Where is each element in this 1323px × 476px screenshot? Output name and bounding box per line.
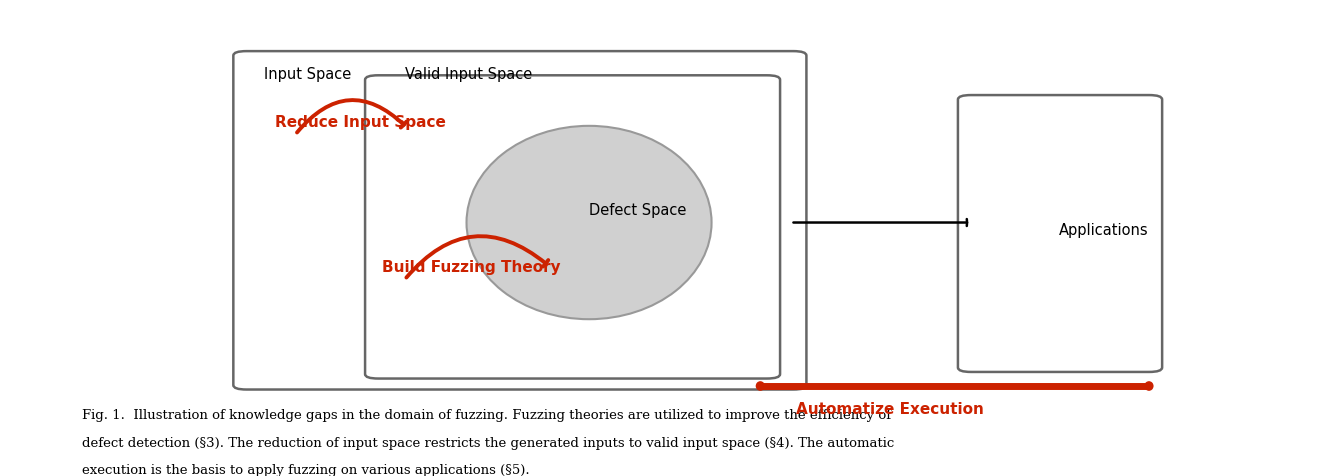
FancyBboxPatch shape	[958, 95, 1162, 372]
Text: Valid Input Space: Valid Input Space	[405, 67, 532, 81]
Text: Input Space: Input Space	[263, 67, 351, 81]
Text: Defect Space: Defect Space	[589, 203, 687, 218]
Text: execution is the basis to apply fuzzing on various applications (§5).: execution is the basis to apply fuzzing …	[82, 464, 529, 476]
Text: Reduce Input Space: Reduce Input Space	[275, 115, 446, 130]
FancyBboxPatch shape	[233, 51, 807, 389]
Text: Build Fuzzing Theory: Build Fuzzing Theory	[382, 260, 561, 275]
Ellipse shape	[755, 381, 765, 391]
Text: Applications: Applications	[1060, 222, 1148, 238]
Ellipse shape	[467, 126, 712, 319]
Text: defect detection (§3). The reduction of input space restricts the generated inpu: defect detection (§3). The reduction of …	[82, 436, 894, 449]
Text: Fig. 1.  Illustration of knowledge gaps in the domain of fuzzing. Fuzzing theori: Fig. 1. Illustration of knowledge gaps i…	[82, 409, 890, 422]
Text: Automatize Execution: Automatize Execution	[796, 402, 984, 417]
Ellipse shape	[1144, 381, 1154, 391]
FancyBboxPatch shape	[365, 75, 781, 378]
